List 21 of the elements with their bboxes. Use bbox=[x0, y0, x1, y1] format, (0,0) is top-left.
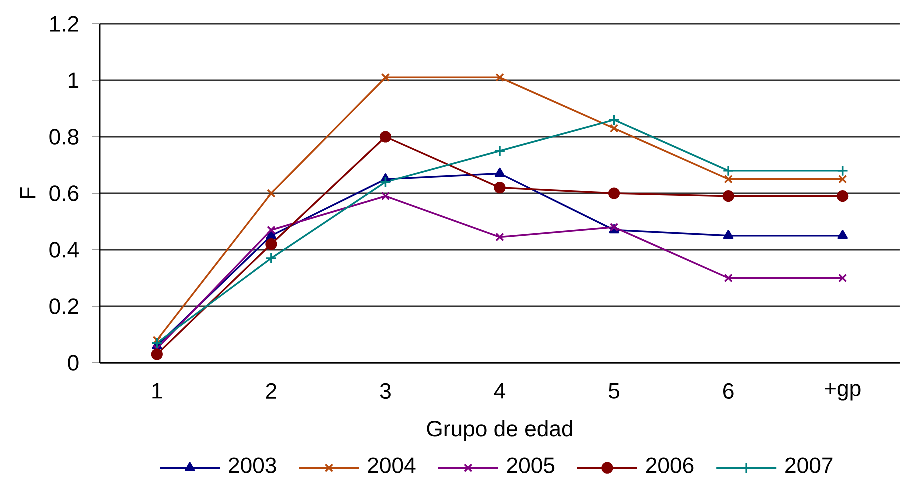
y-tick-label: 0.8 bbox=[50, 128, 79, 145]
legend-label: 2005 bbox=[507, 457, 555, 474]
x-tick-label: 2 bbox=[266, 383, 276, 399]
x-tick-label: +gp bbox=[825, 383, 861, 401]
x-axis-title: Grupo de edad bbox=[427, 420, 572, 441]
y-tick-label: 1.2 bbox=[50, 16, 78, 32]
x-tick-label: 4 bbox=[494, 383, 506, 398]
y-tick-label: 1 bbox=[68, 72, 79, 88]
legend-label: 2004 bbox=[368, 457, 416, 474]
y-axis-title: F bbox=[20, 187, 36, 198]
y-tick-label: 0.2 bbox=[50, 298, 78, 314]
x-tick-label: 3 bbox=[380, 383, 391, 399]
y-tick-label: 0 bbox=[68, 354, 79, 371]
x-tick-label: 6 bbox=[724, 383, 734, 399]
legend-label: 2006 bbox=[646, 457, 694, 474]
y-tick-label: 0.4 bbox=[50, 242, 79, 258]
legend-label: 2007 bbox=[786, 457, 833, 474]
y-tick-label: 0.6 bbox=[50, 185, 79, 202]
x-tick-label: 5 bbox=[609, 383, 620, 399]
x-tick-label: 1 bbox=[152, 383, 162, 398]
legend-label: 2003 bbox=[229, 457, 276, 474]
